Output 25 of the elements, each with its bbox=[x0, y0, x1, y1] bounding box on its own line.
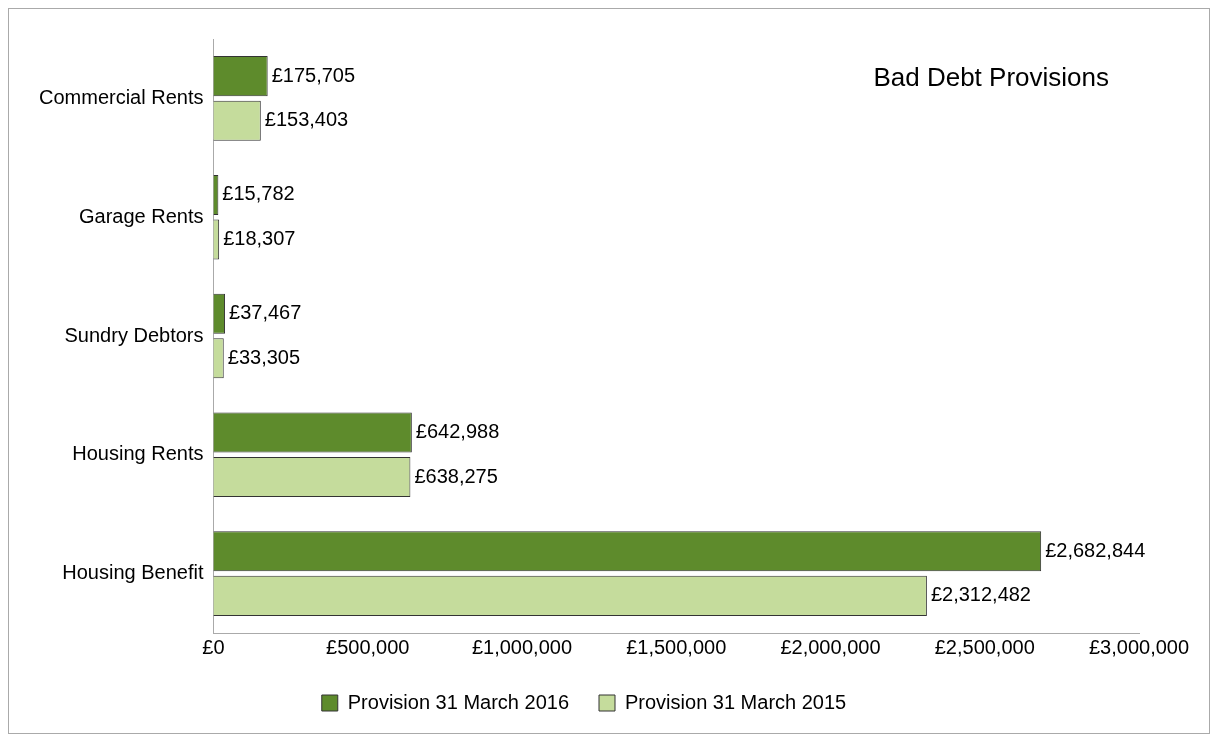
data-label: £18,307 bbox=[223, 226, 296, 249]
y-tick-label: Housing Rents bbox=[72, 442, 204, 465]
legend-label: Provision 31 March 2015 bbox=[625, 690, 847, 713]
data-label: £2,682,844 bbox=[1045, 538, 1146, 561]
data-label: £153,403 bbox=[264, 108, 349, 131]
x-tick-label: £1,500,000 bbox=[626, 635, 727, 658]
y-tick-label: Commercial Rents bbox=[39, 85, 204, 108]
y-tick-label: Housing Benefit bbox=[62, 561, 204, 584]
data-label: £37,467 bbox=[229, 301, 302, 324]
data-label: £33,305 bbox=[227, 345, 301, 368]
y-tick-label: Garage Rents bbox=[78, 204, 204, 227]
y-tick-label: Sundry Debtors bbox=[64, 323, 204, 346]
data-label: £175,705 bbox=[271, 63, 356, 86]
data-label: £2,312,482 bbox=[930, 583, 1032, 606]
x-tick-label: £2,500,000 bbox=[934, 635, 1035, 658]
data-label: £15,782 bbox=[222, 182, 295, 205]
x-tick-label: £2,000,000 bbox=[780, 635, 881, 658]
data-label: £642,988 bbox=[415, 420, 500, 443]
text: Bad Debt Provisions bbox=[873, 62, 1109, 93]
x-tick-label: £0 bbox=[202, 635, 225, 658]
data-label: £638,275 bbox=[414, 464, 498, 487]
x-tick-label: £500,000 bbox=[326, 635, 410, 658]
legend-label: Provision 31 March 2016 bbox=[347, 690, 569, 713]
x-tick-label: £1,000,000 bbox=[471, 635, 573, 658]
x-tick-label: £3,000,000 bbox=[1088, 635, 1190, 658]
